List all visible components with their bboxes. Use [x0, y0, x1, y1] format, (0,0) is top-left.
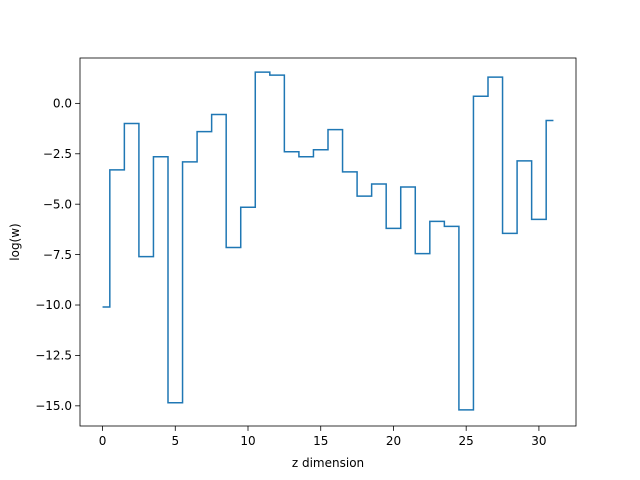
y-tick-label: −10.0 — [35, 298, 72, 312]
x-tick-label: 0 — [99, 434, 107, 448]
plot-frame — [79, 57, 577, 427]
x-axis-title: z dimension — [292, 456, 364, 470]
y-tick-label: −2.5 — [43, 147, 72, 161]
series-line — [102, 71, 554, 411]
x-axis-ticks: 0 5 10 15 20 25 30 — [99, 426, 547, 448]
x-tick-label: 25 — [459, 434, 474, 448]
y-tick-label: −15.0 — [35, 399, 72, 413]
y-tick-label: −7.5 — [43, 248, 72, 262]
x-tick-label: 10 — [240, 434, 255, 448]
plot-area — [80, 58, 576, 426]
y-tick-label: 0.0 — [53, 97, 72, 111]
y-axis-ticks: −15.0 −12.5 −10.0 −7.5 −5.0 −2.5 0.0 — [35, 97, 80, 413]
x-tick-label: 15 — [313, 434, 328, 448]
x-tick-label: 5 — [171, 434, 179, 448]
y-tick-label: −12.5 — [35, 349, 72, 363]
x-tick-label: 30 — [531, 434, 546, 448]
x-tick-label: 20 — [386, 434, 401, 448]
y-axis-title: log(w) — [8, 223, 22, 260]
y-tick-label: −5.0 — [43, 197, 72, 211]
